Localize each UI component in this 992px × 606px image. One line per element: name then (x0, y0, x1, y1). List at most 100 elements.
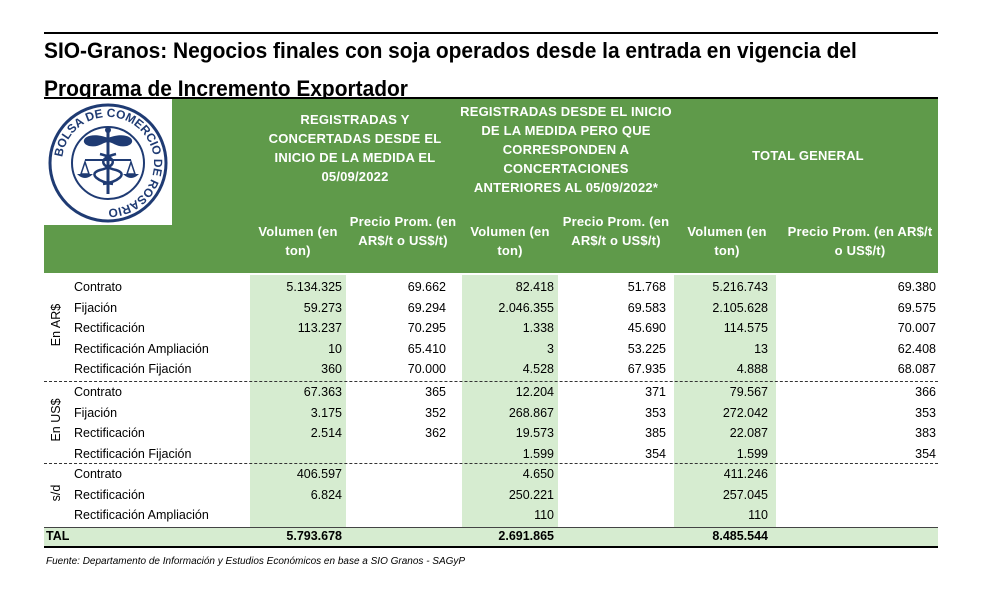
section-label-sd: s/d (49, 484, 63, 502)
cell-price-1: 69.294 (407, 300, 446, 315)
cell-volume-2: 19.573 (515, 426, 554, 440)
header-background (44, 99, 938, 273)
cell-volume-1: 6.824 (310, 487, 342, 502)
cell-row-name: Contrato (74, 467, 122, 481)
cell-volume-total: 22.087 (729, 426, 768, 440)
cell-price-1: 362 (425, 426, 446, 440)
cell-price-total: 69.380 (897, 280, 936, 294)
total-volume-1: 5.793.678 (286, 529, 342, 543)
cell-volume-2: 2.046.355 (498, 300, 554, 315)
cell-price-2: 354 (645, 446, 666, 461)
cell-price-total: 366 (915, 385, 936, 399)
cell-volume-1: 67.363 (303, 385, 342, 399)
cell-price-total: 68.087 (897, 362, 936, 376)
col-header-price-2: Precio Prom. (en AR$/t o US$/t) (562, 214, 670, 248)
cell-volume-total: 411.246 (723, 467, 768, 481)
section-separator-2 (44, 463, 938, 464)
cell-volume-total: 1.599 (736, 446, 768, 461)
cell-volume-total: 272.042 (722, 405, 768, 420)
cell-price-total: 70.007 (897, 321, 936, 335)
cell-volume-1: 3.175 (310, 405, 342, 420)
cell-volume-total: 110 (748, 508, 768, 522)
cell-row-name: Rectificación Ampliación (74, 508, 209, 522)
source-footnote: Fuente: Departamento de Información y Es… (46, 556, 466, 567)
page-title: SIO-Granos: Negocios finales con soja op… (44, 32, 881, 108)
cell-price-1: 70.000 (407, 362, 446, 376)
col-header-volume-1: Volumen (en ton) (258, 224, 338, 258)
cell-price-1: 65.410 (407, 341, 446, 356)
cell-row-name: Fijación (74, 405, 118, 420)
cell-volume-total: 257.045 (722, 487, 768, 502)
cell-volume-1: 10 (328, 341, 342, 356)
col-header-price-1: Precio Prom. (en AR$/t o US$/t) (349, 214, 457, 248)
cell-price-2: 371 (645, 385, 666, 399)
cell-volume-2: 268.867 (508, 405, 554, 420)
cell-row-name: Rectificación (74, 321, 145, 335)
title-top-rule (44, 32, 938, 34)
cell-price-total: 353 (915, 405, 936, 420)
cell-volume-total: 4.888 (736, 362, 768, 376)
cell-price-total: 383 (915, 426, 936, 440)
cell-volume-total: 13 (754, 341, 768, 356)
table-frame (44, 97, 938, 548)
cell-price-total: 354 (915, 446, 936, 461)
title-line-2: Programa de Incremento Exportador (44, 76, 408, 101)
group-header-total: TOTAL GENERAL (752, 148, 864, 163)
cell-volume-total: 79.567 (729, 385, 768, 399)
group-header-registered-prior: REGISTRADAS DESDE EL INICIO DE LA MEDIDA… (460, 104, 672, 195)
cell-volume-2: 3 (547, 341, 554, 356)
cell-volume-2: 12.204 (515, 385, 554, 399)
cell-price-1: 69.662 (407, 280, 446, 294)
col-header-price-total: Precio Prom. (en AR$/t o US$/t) (787, 224, 933, 258)
cell-volume-1: 113.237 (297, 321, 342, 335)
cell-price-1: 365 (425, 385, 446, 399)
total-volume-total: 8.485.544 (712, 529, 768, 543)
cell-price-1: 352 (425, 405, 446, 420)
cell-price-2: 69.583 (627, 300, 666, 315)
section-label-ars: En AR$ (49, 303, 63, 347)
band-total-row (44, 527, 938, 546)
bolsa-comercio-rosario-logo: BOLSA DE COMERCIO DE ROSARIO (48, 103, 168, 223)
band-volume-total (674, 275, 776, 527)
total-label: TAL (46, 529, 70, 543)
cell-volume-1: 59.273 (303, 300, 342, 315)
cell-price-2: 67.935 (627, 362, 666, 376)
title-line-1: SIO-Granos: Negocios finales con soja op… (44, 38, 857, 63)
cell-price-1: 70.295 (407, 321, 446, 335)
cell-volume-1: 5.134.325 (286, 280, 342, 294)
cell-price-2: 353 (645, 405, 666, 420)
cell-price-2: 51.768 (627, 280, 666, 294)
cell-volume-2: 250.221 (508, 487, 554, 502)
cell-volume-1: 360 (321, 362, 342, 376)
cell-row-name: Contrato (74, 280, 122, 294)
cell-volume-total: 5.216.743 (712, 280, 768, 294)
band-volume-2 (462, 275, 558, 527)
total-separator (44, 527, 938, 528)
col-header-volume-2: Volumen (en ton) (470, 224, 550, 258)
total-volume-2: 2.691.865 (498, 529, 554, 543)
cell-row-name: Rectificación Fijación (74, 446, 192, 461)
section-separator-1 (44, 381, 938, 382)
col-header-volume-total: Volumen (en ton) (687, 224, 767, 258)
cell-price-total: 62.408 (897, 341, 936, 356)
cell-price-2: 45.690 (627, 321, 666, 335)
cell-volume-2: 1.338 (522, 321, 554, 335)
cell-row-name: Rectificación (74, 487, 145, 502)
cell-row-name: Rectificación (74, 426, 145, 440)
cell-volume-2: 4.528 (522, 362, 554, 376)
cell-volume-1: 2.514 (310, 426, 342, 440)
cell-volume-total: 114.575 (723, 321, 768, 335)
cell-volume-2: 4.650 (522, 467, 554, 481)
cell-volume-2: 1.599 (522, 446, 554, 461)
cell-row-name: Rectificación Ampliación (74, 341, 209, 356)
cell-price-2: 385 (645, 426, 666, 440)
section-label-usd: En US$ (49, 398, 63, 442)
cell-volume-total: 2.105.628 (712, 300, 768, 315)
cell-price-total: 69.575 (897, 300, 936, 315)
cell-row-name: Contrato (74, 385, 122, 399)
cell-volume-1: 406.597 (296, 467, 342, 481)
band-volume-1 (250, 275, 346, 527)
cell-volume-2: 82.418 (515, 280, 554, 294)
cell-row-name: Fijación (74, 300, 118, 315)
cell-row-name: Rectificación Fijación (74, 362, 192, 376)
